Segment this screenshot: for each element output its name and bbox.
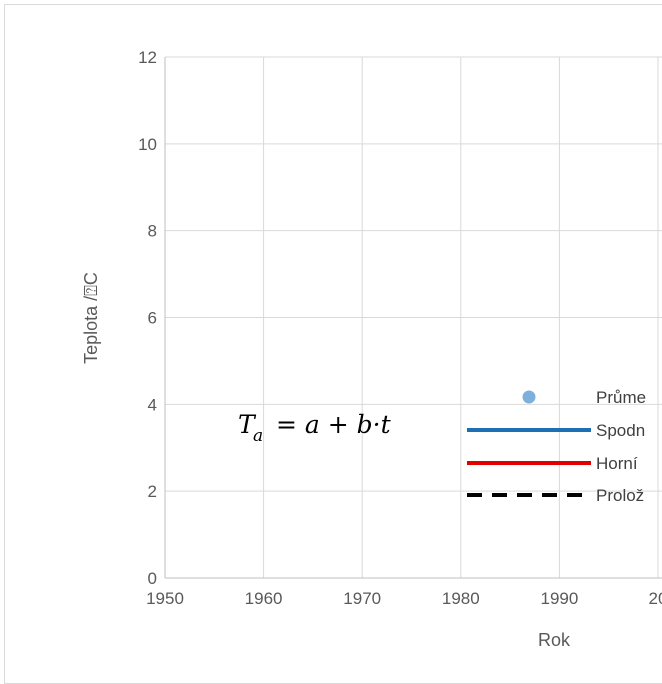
legend-label-prumer: Průme xyxy=(596,388,646,407)
legend-label-spodni: Spodn xyxy=(596,421,645,440)
chart: 1950 1960 1970 1980 1990 20 0 2 4 6 8 10 12 Rok Tep… xyxy=(81,48,662,650)
legend: Průme Spodn Horní Prolož xyxy=(467,388,646,505)
y-axis-title: Teplota /⍰C xyxy=(81,272,101,364)
equation-lhs-subscript: a xyxy=(253,426,263,446)
horizontal-gridlines xyxy=(165,56,662,492)
x-tick-label-1980: 1980 xyxy=(442,589,480,608)
y-tick-label-6: 6 xyxy=(148,309,157,328)
y-tick-label-2: 2 xyxy=(148,482,157,501)
x-tick-label-20: 20 xyxy=(649,589,662,608)
equation-lhs: T xyxy=(238,410,257,439)
y-tick-label-0: 0 xyxy=(148,569,157,588)
x-tick-labels: 1950 1960 1970 1980 1990 20 xyxy=(146,589,662,608)
x-tick-label-1950: 1950 xyxy=(146,589,184,608)
y-tick-label-12: 12 xyxy=(138,48,157,67)
legend-label-prolozeni: Prolož xyxy=(596,486,644,505)
y-tick-labels: 0 2 4 6 8 10 12 xyxy=(138,48,157,588)
legend-label-horni: Horní xyxy=(596,454,638,473)
equation-rhs: = a + b·t xyxy=(276,410,392,439)
x-tick-label-1990: 1990 xyxy=(540,589,578,608)
y-tick-label-8: 8 xyxy=(148,222,157,241)
y-tick-label-10: 10 xyxy=(138,135,157,154)
axes xyxy=(164,57,662,579)
x-axis-title: Rok xyxy=(538,630,571,650)
y-tick-label-4: 4 xyxy=(148,395,157,414)
x-tick-label-1970: 1970 xyxy=(343,589,381,608)
equation-annotation: T a = a + b·t xyxy=(238,410,392,446)
legend-marker-prumer xyxy=(522,390,536,404)
x-tick-label-1960: 1960 xyxy=(245,589,283,608)
